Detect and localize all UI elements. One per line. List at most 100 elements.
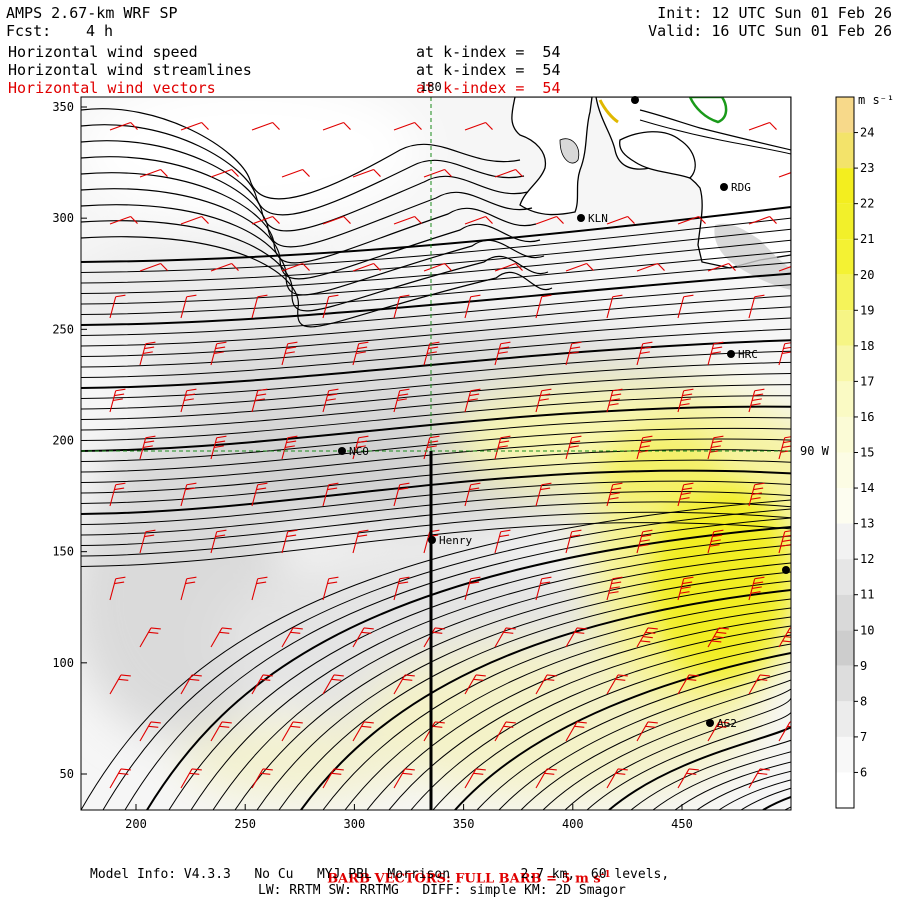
colorbar-swatch (836, 97, 854, 133)
wind-barb (677, 674, 699, 695)
wind-barb (464, 388, 481, 413)
wind-barb (281, 262, 310, 272)
colorbar-label: 22 (860, 197, 874, 211)
streamline (81, 317, 791, 368)
wind-barb (109, 121, 138, 131)
colorbar-swatch (836, 772, 854, 808)
wind-barb (606, 674, 628, 695)
wind-barb (251, 482, 268, 507)
streamline (630, 725, 791, 810)
wind-barb (281, 435, 298, 460)
colorbar-label: 7 (860, 730, 867, 744)
streamline (81, 361, 791, 410)
streamline (674, 743, 791, 810)
colorbar-swatch (836, 523, 854, 560)
streamline (81, 140, 529, 232)
streamline (696, 752, 791, 810)
wind-barb (180, 215, 209, 225)
streamline (190, 544, 791, 810)
wind-barb (352, 262, 381, 272)
map-frame (80, 96, 792, 811)
wind-barb (210, 529, 227, 554)
streamline (81, 395, 791, 441)
wind-barb (778, 721, 791, 742)
streamline (81, 250, 791, 305)
colorbar-swatch (836, 630, 854, 666)
wind-barb (565, 262, 594, 272)
station-henry[interactable]: Henry (428, 534, 472, 547)
colorbar-label: 15 (860, 446, 874, 460)
colorbar-label: 20 (860, 268, 874, 282)
wind-barb (778, 341, 791, 366)
wind-barb (210, 435, 227, 460)
wind-barb (636, 529, 653, 554)
wind-barb (677, 482, 694, 507)
valid-time: Valid: 16 UTC Sun 01 Feb 26 (648, 22, 892, 40)
wind-barb (109, 482, 126, 507)
wind-barb (636, 341, 653, 366)
wind-barb (393, 576, 410, 601)
streamline (81, 373, 791, 420)
wind-barb (606, 768, 628, 789)
wind-barb (352, 435, 369, 460)
streamline (81, 156, 533, 248)
svg-text:AG2: AG2 (717, 717, 737, 730)
wind-barb (535, 294, 552, 319)
colorbar-label: 12 (860, 552, 874, 566)
wind-barb (322, 674, 344, 695)
wind-barb (464, 482, 481, 507)
station-nco[interactable]: NCO (338, 445, 369, 458)
streamline (608, 716, 791, 810)
streamline (81, 262, 791, 315)
wind-barb (109, 674, 131, 695)
wind-barb (748, 576, 765, 601)
wind-barb (281, 529, 298, 554)
wind-barb (748, 215, 777, 225)
field-name-vectors: Horizontal wind vectors (8, 79, 216, 97)
station-hrc[interactable]: HRC (727, 348, 758, 361)
colorbar-label: 18 (860, 339, 874, 353)
field-level-vectors: at k-index = 54 (416, 79, 561, 97)
map-area (81, 97, 791, 810)
wind-barb (778, 529, 791, 554)
wind-barb (180, 674, 202, 695)
wind-barb (707, 435, 724, 460)
colorbar-swatch (836, 665, 854, 702)
wind-barb (606, 294, 623, 319)
wind-barb (281, 721, 303, 742)
streamline (81, 124, 525, 216)
barb-note: BARB VECTORS: FULL BARB = 5 m s-1 (318, 850, 611, 887)
wind-barb (677, 294, 694, 319)
wind-barb (677, 768, 699, 789)
streamline (81, 239, 791, 294)
wind-barb (535, 388, 552, 413)
colorbar-swatch (836, 594, 854, 631)
streamline (81, 236, 553, 328)
wind-barb (423, 435, 440, 460)
wind-barb (139, 168, 168, 178)
streamline (81, 172, 537, 264)
wind-barb (322, 388, 339, 413)
colorbar-swatch (836, 416, 854, 453)
streamline (740, 770, 791, 810)
streamline (81, 480, 791, 525)
wind-barb (109, 768, 131, 789)
streamline (256, 571, 791, 810)
streamline (81, 217, 791, 273)
wind-barb (565, 627, 587, 648)
streamline (168, 535, 791, 810)
station-rdg[interactable]: RDG (720, 181, 751, 194)
y-axis: 350 300 250 200 150 100 50 (52, 100, 87, 781)
wind-barb (139, 627, 161, 648)
wind-barb (748, 674, 770, 695)
meridian-label: 180 (420, 80, 442, 94)
wind-barb (707, 262, 736, 272)
y-tick-label: 300 (52, 211, 74, 225)
wind-barb (180, 576, 197, 601)
station-marker-edge (782, 566, 790, 574)
station-ag2[interactable]: AG2 (706, 717, 737, 730)
station-kln[interactable]: KLN (577, 212, 608, 225)
colorbar-label: 11 (860, 588, 874, 602)
wind-barb (393, 215, 422, 225)
wind-barb (494, 262, 523, 272)
